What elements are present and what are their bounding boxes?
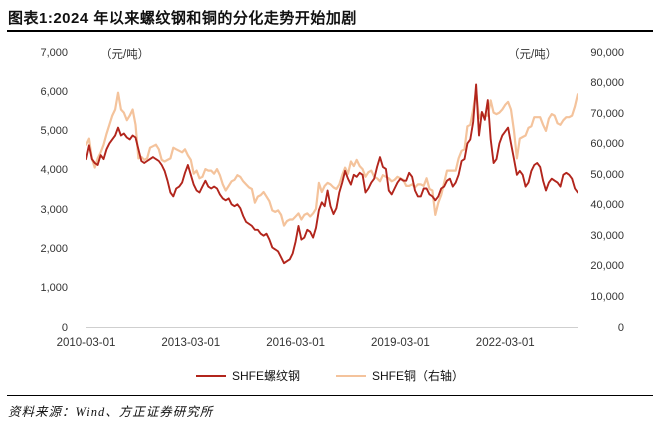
rebar-line [86,83,578,265]
y-tick-label: 40,000 [590,199,624,212]
y-tick-label: 90,000 [590,46,624,59]
right-axis-unit: （元/吨） [508,49,558,61]
y-tick-label: 6,000 [40,85,68,98]
y-tick-label: 5,000 [40,125,68,138]
y-tick-label: 80,000 [590,77,624,90]
x-tick-label: 2010-03-01 [56,337,116,349]
page-title: 图表1:2024 年以来螺纹钢和铜的分化走势开始加剧 [8,10,357,27]
legend-item-shfe-copper: SHFE铜（右轴） [336,367,464,384]
legend-swatch-shfe-copper [336,374,366,377]
copper-line [86,90,578,227]
y-tick-label: 60,000 [590,138,624,151]
legend: SHFE螺纹钢 SHFE铜（右轴） [0,367,660,384]
y-tick-label: 50,000 [590,168,624,181]
source-note: 资料来源：Wind、方正证券研究所 [8,405,214,419]
y-tick-label: 7,000 [40,46,68,59]
x-tick-label: 2016-03-01 [266,337,326,349]
plot-area [86,83,578,328]
y-tick-label: 0 [61,321,68,334]
x-tick-label: 2013-03-01 [161,337,221,349]
legend-swatch-shfe-rebar [195,374,226,377]
y-tick-label: 2,000 [40,242,68,255]
x-tick-label: 2022-03-01 [475,337,535,349]
y-tick-label: 0 [617,321,624,334]
y-tick-label: 30,000 [590,229,624,242]
y-tick-label: 10,000 [590,290,624,303]
y-tick-label: 4,000 [40,164,68,177]
legend-label: SHFE铜（右轴） [372,369,465,383]
y-tick-label: 3,000 [40,203,68,216]
title-divider [7,30,653,32]
legend-item-shfe-rebar: SHFE螺纹钢 [195,367,300,384]
legend-label: SHFE螺纹钢 [231,369,300,383]
y-tick-label: 1,000 [40,282,68,295]
source-divider [7,395,653,396]
y-tick-label: 20,000 [590,260,624,273]
y-tick-label: 70,000 [590,107,624,120]
x-tick-label: 2019-03-01 [370,337,430,349]
left-axis-unit: （元/吨） [100,49,150,61]
